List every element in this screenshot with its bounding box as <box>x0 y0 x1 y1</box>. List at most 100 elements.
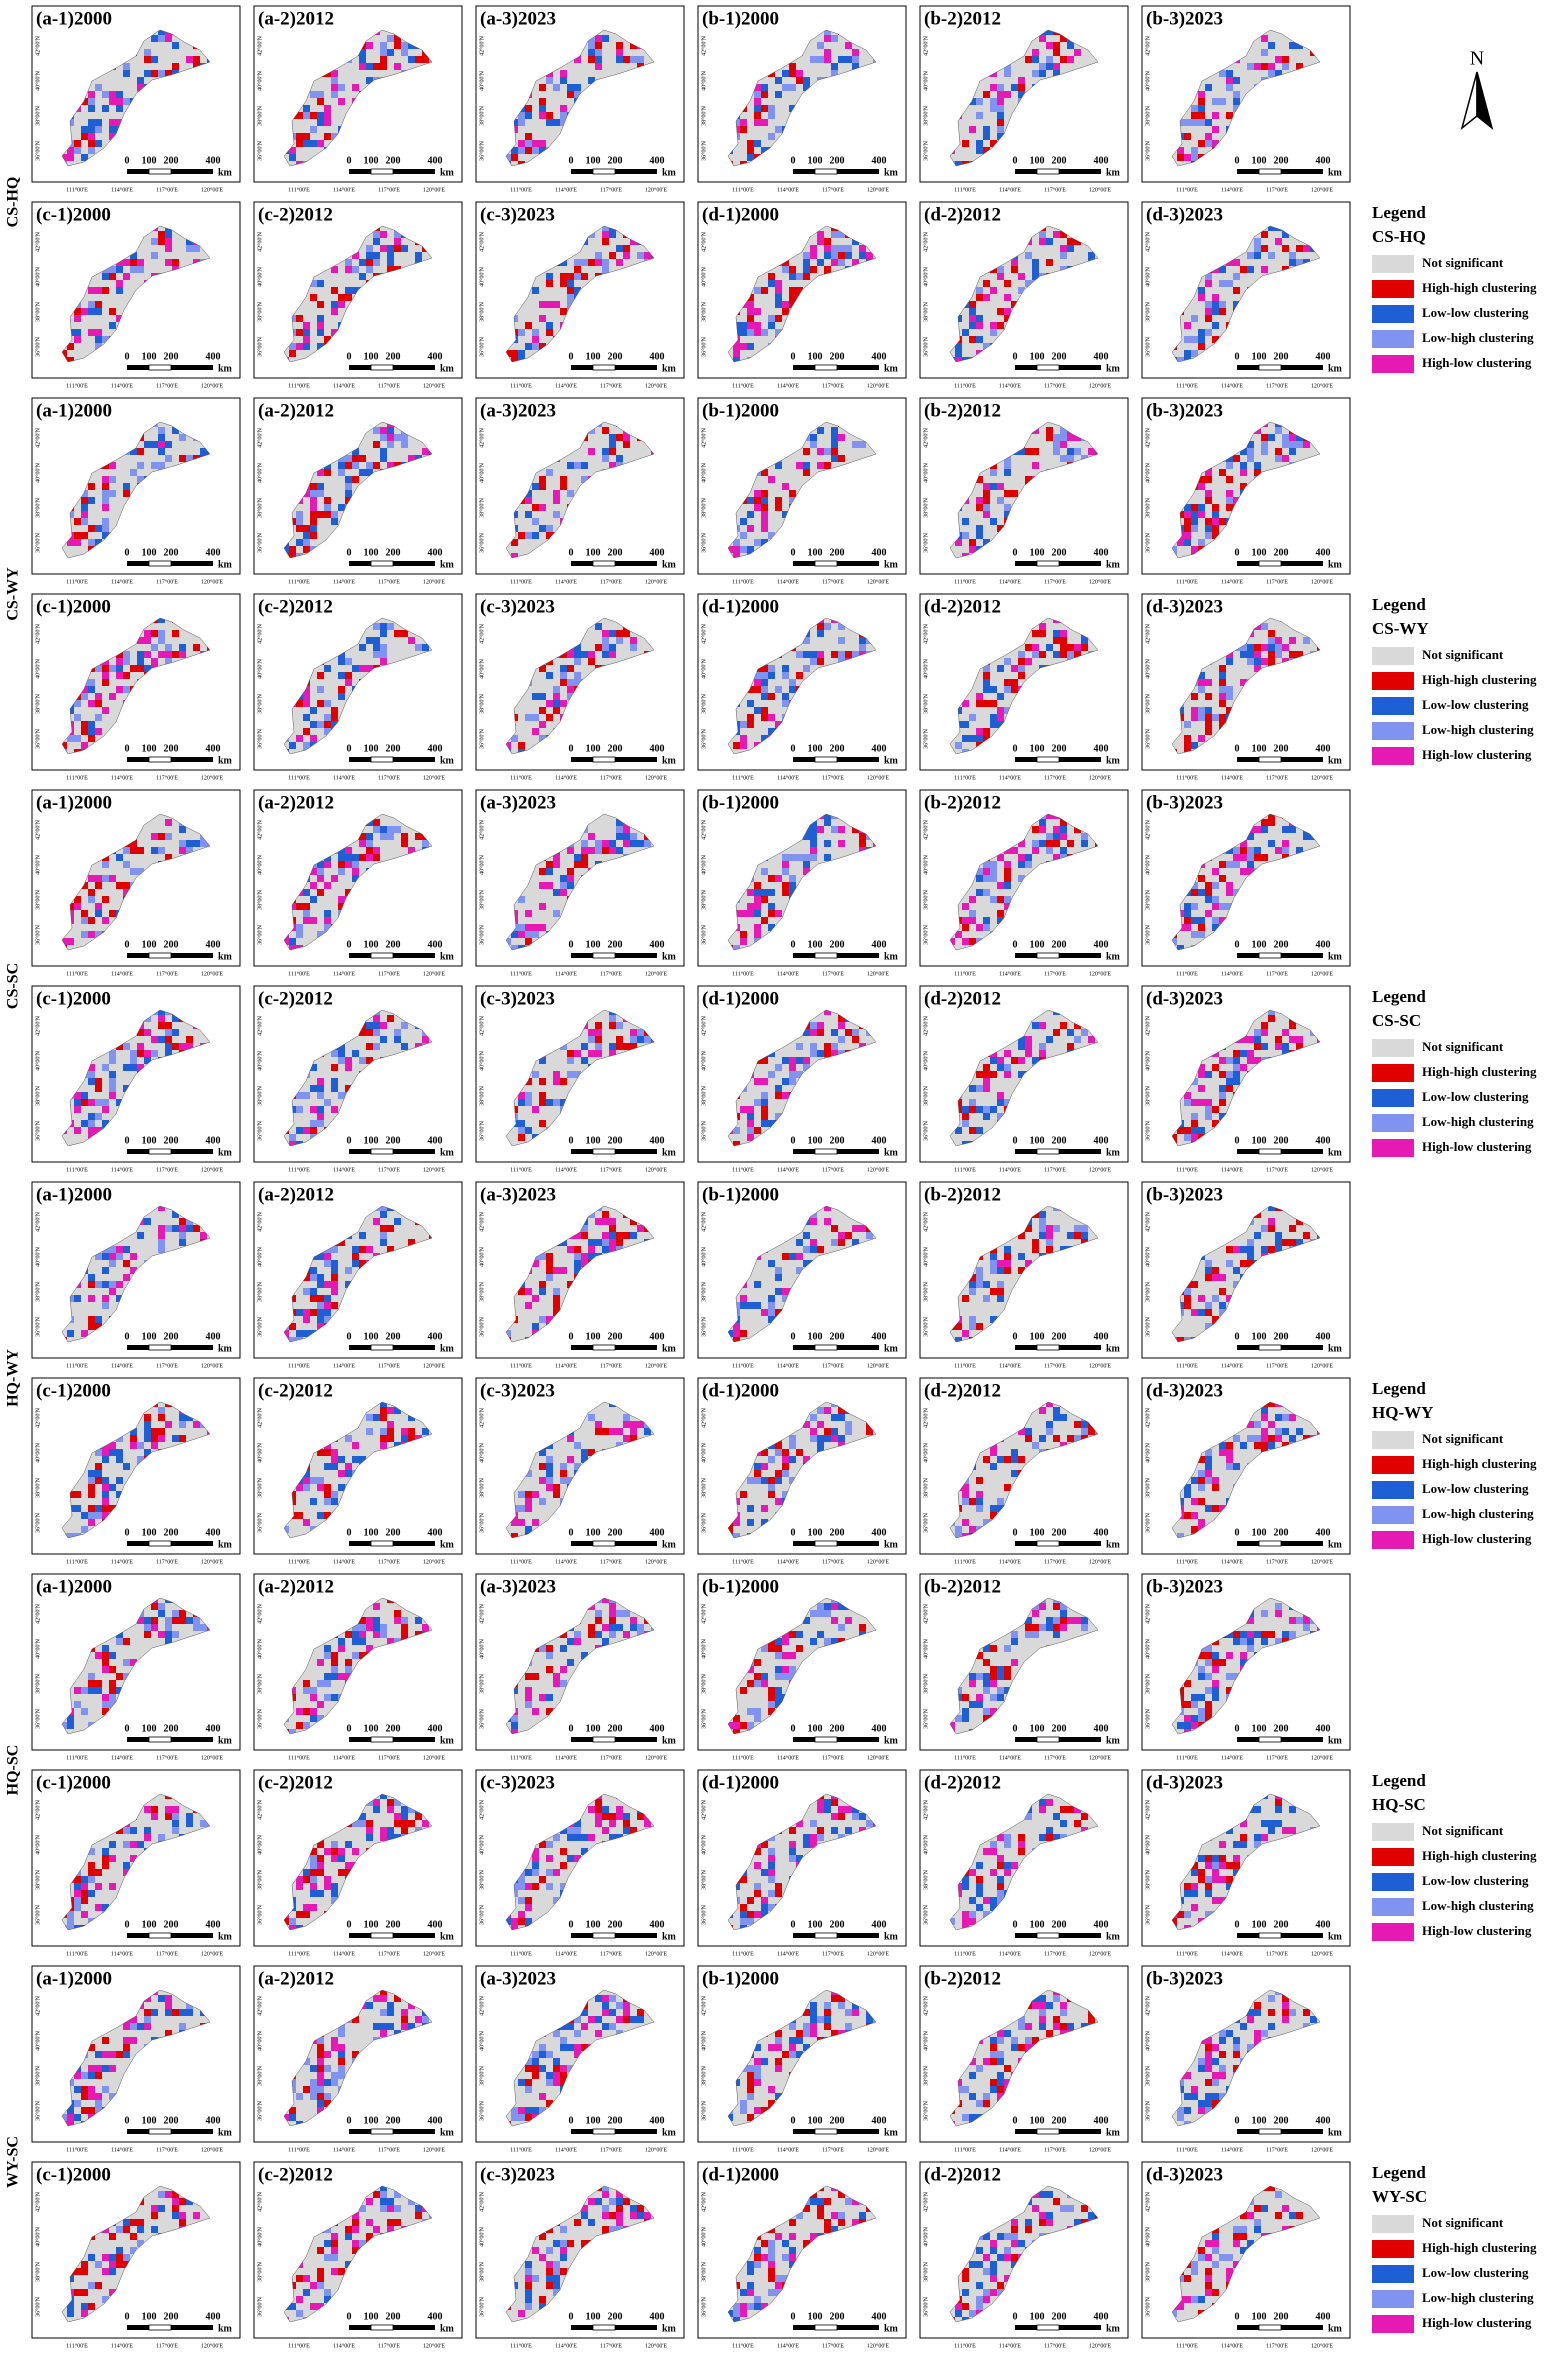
cluster-cell <box>1219 469 1226 476</box>
cluster-cell <box>380 49 387 56</box>
scale-label: 200 <box>164 547 179 558</box>
cluster-cell <box>1184 735 1191 742</box>
cluster-cell <box>747 343 754 350</box>
scale-label: 100 <box>1252 155 1267 166</box>
cluster-cell <box>1205 476 1212 483</box>
cluster-cell <box>1198 112 1205 119</box>
cluster-cell <box>768 476 775 483</box>
lon-tick-label: 117°00'E <box>1044 774 1066 781</box>
cluster-cell <box>831 455 838 462</box>
scale-bar <box>615 561 657 566</box>
lat-tick-label: 36°00'N <box>1144 532 1151 552</box>
cluster-cell <box>1219 308 1226 315</box>
cluster-cell <box>1268 226 1275 231</box>
lon-tick-label: 111°00'E <box>288 186 310 193</box>
cluster-cell <box>1212 504 1219 511</box>
cluster-cell <box>983 511 990 518</box>
cluster-cell <box>1039 238 1046 245</box>
scale-bar <box>127 757 149 762</box>
cluster-cell <box>1060 455 1067 462</box>
cluster-cell <box>387 252 394 259</box>
cluster-cell <box>151 252 158 259</box>
map-panel: (d-3)202342°00'N40°00'N38°00'N36°00'N111… <box>1141 593 1351 781</box>
cluster-cell <box>1219 714 1226 721</box>
cluster-cell <box>574 56 581 63</box>
cluster-cell <box>1205 140 1212 147</box>
cluster-cell <box>997 665 1004 672</box>
cluster-cell <box>123 490 130 497</box>
cluster-cell <box>560 700 567 707</box>
scale-label: 0 <box>125 743 130 754</box>
scale-label: 200 <box>386 351 401 362</box>
legend-label: High-low clustering <box>1422 747 1532 762</box>
lon-tick-label: 120°00'E <box>1311 186 1333 193</box>
scale-unit: km <box>440 755 455 766</box>
cluster-cell <box>539 525 546 532</box>
cluster-cell <box>796 273 803 280</box>
scale-bar <box>814 560 838 567</box>
cluster-cell <box>1198 336 1205 343</box>
cluster-cell <box>303 336 310 343</box>
cluster-cell <box>310 483 317 490</box>
cluster-cell <box>588 56 595 63</box>
cluster-cell <box>81 728 88 735</box>
cluster-cell <box>560 665 567 672</box>
scale-bar <box>370 756 394 763</box>
cluster-cell <box>1074 238 1081 245</box>
cluster-cell <box>95 84 102 91</box>
lat-tick-label: 40°00'N <box>922 266 929 286</box>
cluster-cell <box>506 154 511 161</box>
region-outline <box>61 421 211 559</box>
cluster-cell <box>747 511 754 518</box>
scale-label: 0 <box>791 743 796 754</box>
cluster-cell <box>525 714 532 721</box>
cluster-cell <box>296 700 303 707</box>
map-panel: (a-2)201242°00'N40°00'N38°00'N36°00'N111… <box>253 397 463 585</box>
cluster-cell <box>997 714 1004 721</box>
cluster-cell <box>852 651 859 658</box>
cluster-cell <box>1261 448 1268 455</box>
cluster-cell <box>102 875 109 882</box>
cluster-cell <box>1198 294 1205 301</box>
scale-label: 100 <box>364 547 379 558</box>
scale-bar <box>814 364 838 371</box>
cluster-cell <box>560 259 567 266</box>
cluster-cell <box>1198 91 1205 98</box>
cluster-cell <box>817 630 824 637</box>
cluster-cell <box>158 651 165 658</box>
scale-label: 100 <box>1030 743 1045 754</box>
cluster-cell <box>303 700 310 707</box>
scale-bar <box>793 169 815 174</box>
cluster-cell <box>733 539 740 546</box>
map-panel: (c-1)200042°00'N40°00'N38°00'N36°00'N111… <box>31 201 241 389</box>
cluster-cell <box>796 651 803 658</box>
cluster-cell <box>296 539 303 546</box>
cluster-cell <box>754 287 761 294</box>
cluster-cell <box>1205 679 1212 686</box>
scale-label: 200 <box>608 743 623 754</box>
cluster-cell <box>1074 49 1081 56</box>
cluster-cell <box>1212 294 1219 301</box>
lat-tick-label: 38°00'N <box>700 301 707 321</box>
cluster-cell <box>1081 644 1088 651</box>
cluster-cell <box>532 329 539 336</box>
cluster-cell <box>296 343 303 350</box>
cluster-cell <box>976 322 983 329</box>
scale-bar <box>171 561 213 566</box>
lon-tick-label: 114°00'E <box>333 186 355 193</box>
cluster-cell <box>831 441 838 448</box>
cluster-cell <box>116 651 123 658</box>
lon-tick-label: 120°00'E <box>645 578 667 585</box>
cluster-cell <box>775 287 782 294</box>
cluster-cell <box>1060 434 1067 441</box>
cluster-cell <box>179 644 186 651</box>
legend-swatch <box>1372 647 1414 665</box>
cluster-cell <box>109 322 116 329</box>
cluster-cell <box>747 315 754 322</box>
cluster-cell <box>179 455 186 462</box>
cluster-cell <box>824 252 831 259</box>
cluster-cell <box>1282 455 1289 462</box>
cluster-cell <box>588 658 595 665</box>
cluster-cell <box>969 315 976 322</box>
cluster-cell <box>616 56 623 63</box>
